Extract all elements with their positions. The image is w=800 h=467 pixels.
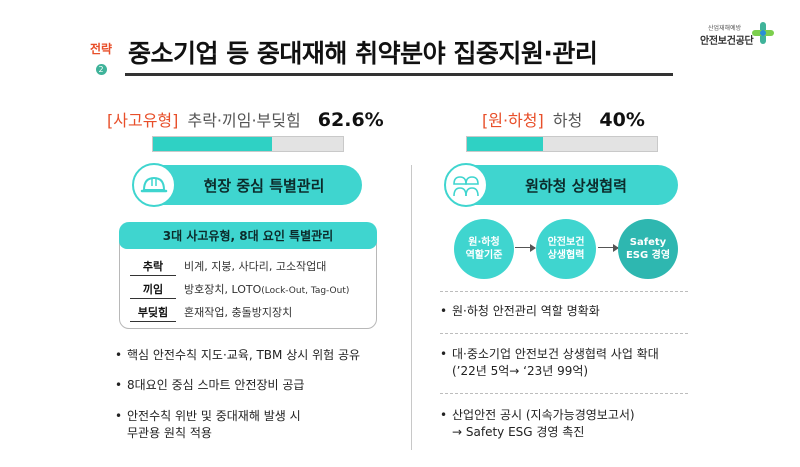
logo-cross-icon xyxy=(752,22,774,44)
dashed-divider xyxy=(440,291,688,292)
stat-type: 사고유형 xyxy=(113,111,173,130)
center-divider xyxy=(411,165,412,450)
circle-line: Safety xyxy=(629,237,667,248)
bullet-text: 핵심 안전수칙 지도·교육, TBM 상시 위험 공유 xyxy=(127,348,361,362)
list-item: • 안전수칙 위반 및 중대재해 발생 시 xyxy=(115,408,301,425)
row-key: 부딪힘 xyxy=(130,304,176,322)
page-title: 중소기업 등 중대재해 취약분야 집중지원·관리 xyxy=(128,39,598,68)
stat-percent: 62.6% xyxy=(317,109,384,131)
stat-desc: 추락·끼임·부딪힘 xyxy=(187,111,301,130)
bullet-dot: • xyxy=(115,409,123,423)
bullet-continuation: (’22년 5억→ ‘23년 99억) xyxy=(452,364,589,378)
accident-type-bar-fill xyxy=(153,137,272,151)
box-title: 3대 사고유형, 8대 요인 특별관리 xyxy=(119,222,377,249)
row-value: 비계, 지붕, 사다리, 고소작업대 xyxy=(184,260,327,273)
bullet-continuation: → Safety ESG 경영 촉진 xyxy=(452,425,585,439)
bullet-text: 대·중소기업 안전보건 상생협력 사업 확대 xyxy=(452,347,659,361)
circle-line: 상생협력 xyxy=(547,250,585,261)
stat-type: 원·하청 xyxy=(488,111,538,130)
circle-line: ESG 경영 xyxy=(625,250,671,261)
list-item: • 산업안전 공시 (지속가능경영보고서) xyxy=(440,407,635,424)
list-item: • 원·하청 안전관리 역할 명확화 xyxy=(440,303,600,320)
subcontract-bar xyxy=(466,136,658,152)
logo-name: 안전보건공단 xyxy=(700,36,754,47)
row-note: (Lock-Out, Tag-Out) xyxy=(261,286,350,296)
bracket-close: ] xyxy=(537,111,544,130)
bullet-text: 산업안전 공시 (지속가능경영보고서) xyxy=(452,408,635,422)
pill-label: 원하청 상생협력 xyxy=(525,176,627,195)
strategy-label: 전략 xyxy=(89,42,113,56)
helmet-icon xyxy=(132,163,176,207)
bullet-text: 원·하청 안전관리 역할 명확화 xyxy=(452,304,600,318)
list-item: • 핵심 안전수칙 지도·교육, TBM 상시 위험 공유 xyxy=(115,347,360,364)
bullet-dot: • xyxy=(115,378,123,392)
title-underline xyxy=(125,73,673,76)
subcontract-bar-fill xyxy=(467,137,543,151)
arrow-icon xyxy=(598,244,619,252)
bullet-text: 8대요인 중심 스마트 안전장비 공급 xyxy=(127,378,305,392)
list-item: • 대·중소기업 안전보건 상생협력 사업 확대 xyxy=(440,346,659,363)
strategy-number: 2 xyxy=(95,64,107,75)
accident-type-stat: [사고유형] 추락·끼임·부딪힘 62.6% xyxy=(107,107,384,131)
stat-desc: 하청 xyxy=(552,111,583,130)
circle-line: 원·하청 xyxy=(468,237,500,248)
row-value: 혼재작업, 충돌방지장치 xyxy=(184,306,293,319)
list-item: 끼임 방호장치, LOTO(Lock-Out, Tag-Out) xyxy=(130,281,349,299)
pill-label: 현장 중심 특별관리 xyxy=(203,176,325,195)
list-item: 추락 비계, 지붕, 사다리, 고소작업대 xyxy=(130,258,326,276)
dashed-divider xyxy=(440,393,688,394)
circle-line: 안전보건 xyxy=(547,237,585,248)
bullet-continuation: 무관용 원칙 적용 xyxy=(127,426,212,440)
logo-subtitle: 산업재해예방 xyxy=(708,25,742,32)
bracket-close: ] xyxy=(172,111,179,130)
bullet-text: 안전수칙 위반 및 중대재해 발생 시 xyxy=(127,409,301,423)
stat-percent: 40% xyxy=(599,109,645,131)
row-value: 방호장치, LOTO xyxy=(184,283,262,296)
list-item: 부딪힘 혼재작업, 충돌방지장치 xyxy=(130,304,292,322)
bracket-open: [ xyxy=(482,111,489,130)
row-key: 추락 xyxy=(130,258,176,276)
bullet-dot: • xyxy=(440,408,448,422)
circle-line: 역할기준 xyxy=(465,250,503,261)
logo: 산업재해예방 안전보건공단 xyxy=(676,20,776,54)
bullet-dot: • xyxy=(440,347,448,361)
row-key: 끼임 xyxy=(130,281,176,299)
subcontract-stat: [원·하청] 하청 40% xyxy=(482,107,645,131)
bracket-open: [ xyxy=(107,111,114,130)
esg-circle: Safety ESG 경영 xyxy=(618,219,678,279)
dashed-divider xyxy=(440,333,688,334)
workers-icon xyxy=(444,163,488,207)
list-item: • 8대요인 중심 스마트 안전장비 공급 xyxy=(115,377,304,394)
bullet-dot: • xyxy=(115,348,123,362)
strategy-tag: 전략 2 xyxy=(83,40,119,76)
arrow-icon xyxy=(515,244,536,252)
bullet-dot: • xyxy=(440,304,448,318)
accident-type-bar xyxy=(152,136,344,152)
